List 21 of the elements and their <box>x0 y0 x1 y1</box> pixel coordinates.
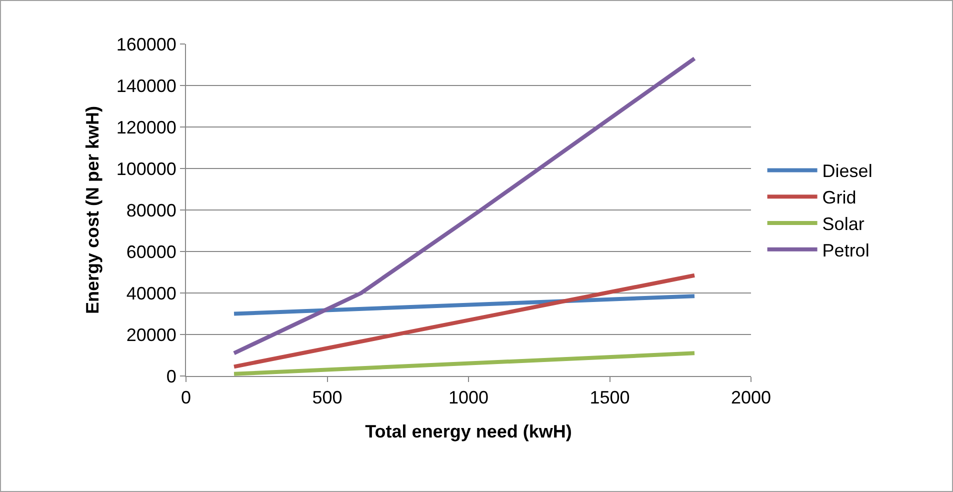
y-axis-title: Energy cost (N per kwH) <box>82 106 103 314</box>
x-tick-label: 0 <box>180 388 192 408</box>
line-series <box>232 56 696 356</box>
legend-label: Solar <box>822 214 864 234</box>
x-tick-label: 1000 <box>448 388 489 408</box>
y-tick-label: 20000 <box>126 324 176 345</box>
y-tick-label: 100000 <box>116 158 176 179</box>
y-tick-label: 120000 <box>116 117 176 138</box>
y-tick-label: 60000 <box>126 242 176 262</box>
x-tick-label: 2000 <box>730 388 772 408</box>
legend-label: Petrol <box>822 240 870 260</box>
y-tick-label: 140000 <box>116 76 176 96</box>
legend-label: Diesel <box>822 161 872 182</box>
x-axis-title: Total energy need (kwH) <box>365 422 572 442</box>
legend-label: Grid <box>822 188 856 208</box>
y-tick-label: 80000 <box>126 200 176 220</box>
y-tick-label: 0 <box>166 366 176 386</box>
y-tick-label: 40000 <box>126 283 176 304</box>
x-tick-label: 500 <box>312 388 342 408</box>
y-tick-label: 160000 <box>116 34 176 54</box>
x-tick-label: 1500 <box>590 388 630 408</box>
